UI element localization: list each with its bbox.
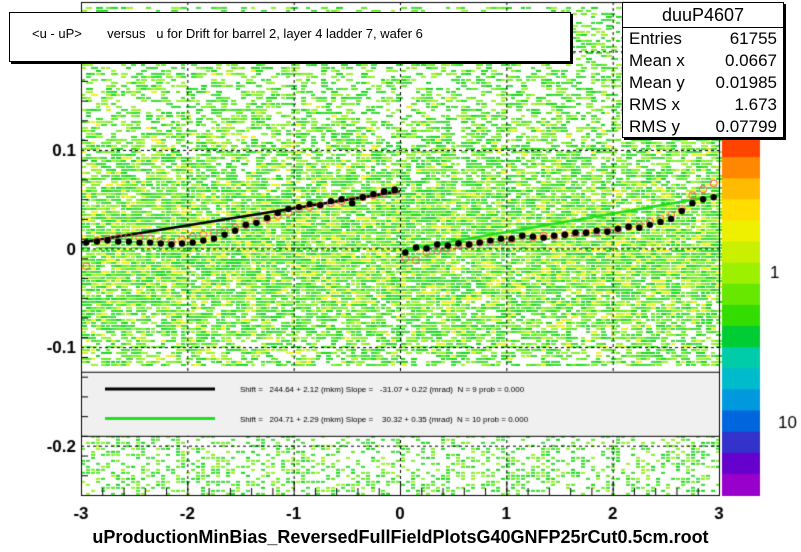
stat-value: 0.01985 — [715, 73, 777, 92]
stat-row-rms-x: RMS x 1.673 — [629, 95, 777, 117]
stat-label: RMS y — [629, 117, 680, 136]
file-name-caption: uProductionMinBias_ReversedFullFieldPlot… — [92, 527, 709, 547]
stat-row-mean-y: Mean y 0.01985 — [629, 73, 777, 95]
stat-value: 0.0667 — [725, 51, 777, 70]
stat-row-rms-y: RMS y 0.07799 — [629, 117, 777, 139]
stat-label: RMS x — [629, 95, 680, 114]
stat-value: 1.673 — [734, 95, 777, 114]
stat-row-entries: Entries 61755 — [629, 29, 777, 51]
plot-title-box: <u - uP> versus u for Drift for barrel 2… — [9, 12, 571, 62]
stat-value: 61755 — [729, 29, 777, 48]
stat-row-mean-x: Mean x 0.0667 — [629, 51, 777, 73]
stat-label: Mean y — [629, 73, 685, 92]
stats-histogram-name: duuP4607 — [661, 5, 745, 25]
stat-value: 0.07799 — [715, 117, 777, 136]
stats-divider — [623, 27, 783, 28]
stat-label: Entries — [629, 29, 682, 48]
plot-title: <u - uP> versus u for Drift for barrel 2… — [32, 26, 423, 41]
stat-label: Mean x — [629, 51, 685, 70]
stats-box: duuP4607 Entries 61755 Mean x 0.0667 Mea… — [622, 2, 784, 138]
